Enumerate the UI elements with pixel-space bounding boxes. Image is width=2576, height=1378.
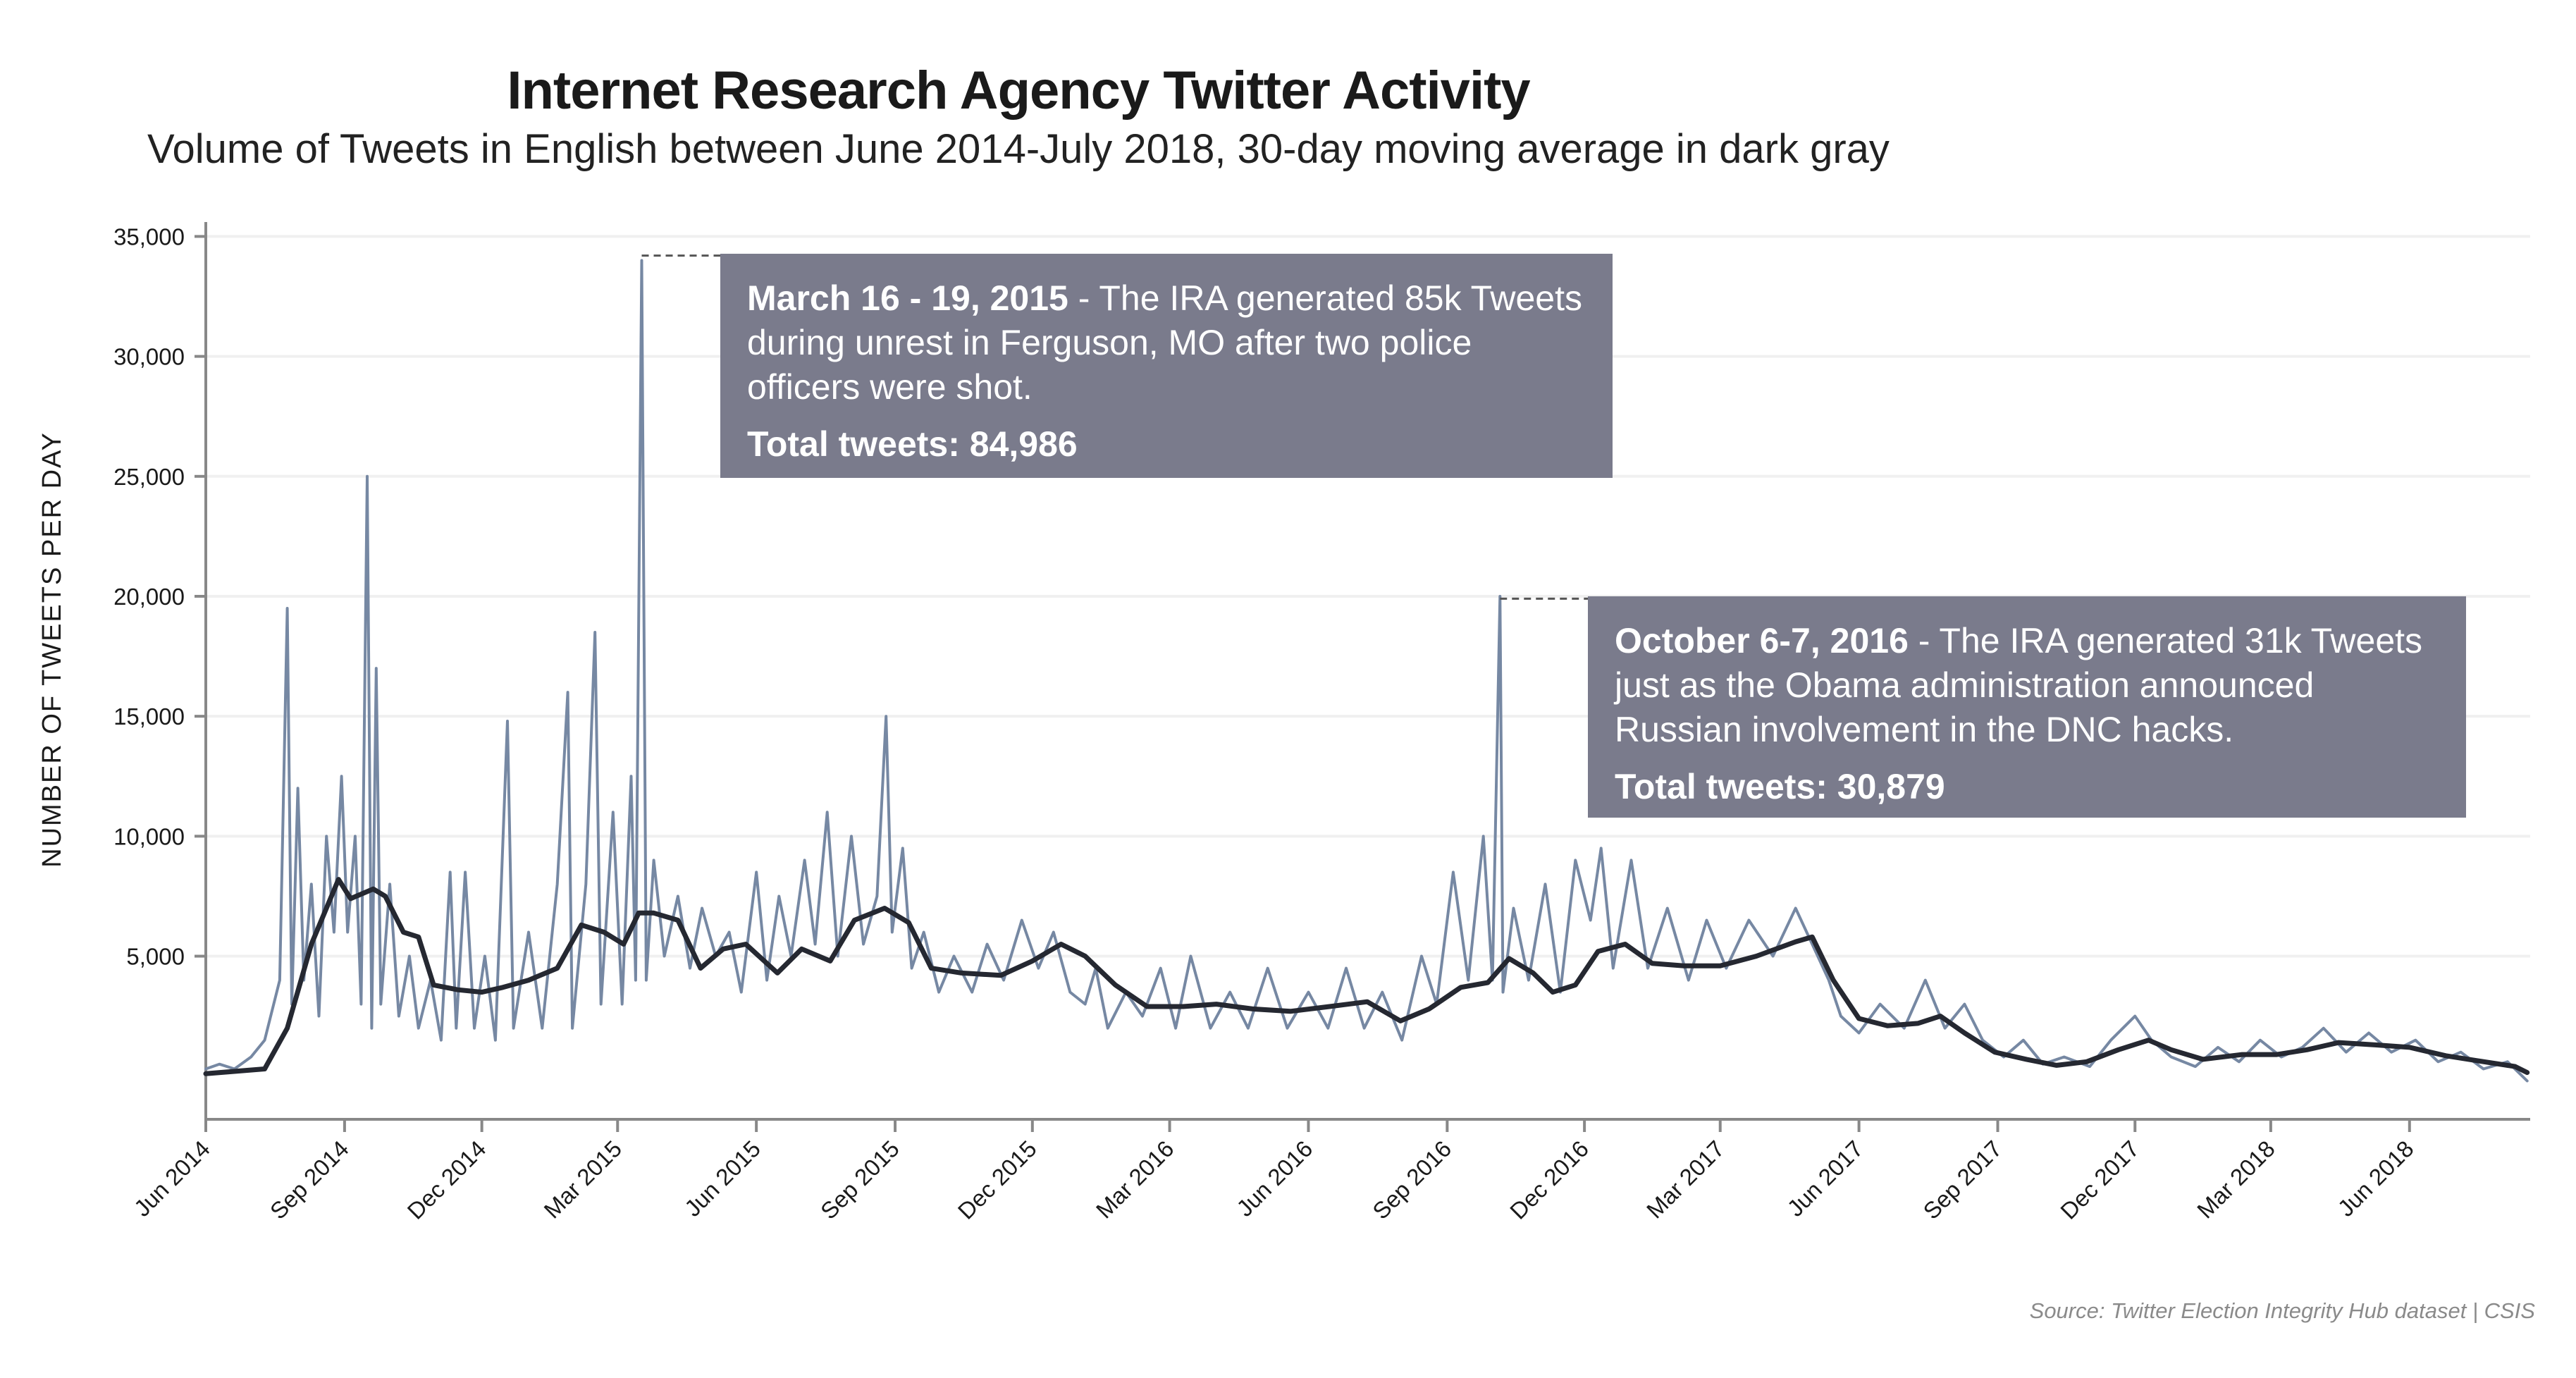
annotation-march-2015: March 16 - 19, 2015 - The IRA generated …: [720, 254, 1613, 478]
x-tick-label: Jun 2018: [2333, 1136, 2419, 1222]
y-tick-label: 20,000: [113, 584, 185, 610]
chart-subtitle: Volume of Tweets in English between June…: [147, 126, 1890, 172]
x-tick-label: Mar 2015: [538, 1136, 627, 1224]
x-tick-label: Mar 2017: [1641, 1136, 1730, 1224]
x-tick-label: Dec 2017: [2055, 1136, 2144, 1224]
annotation-total: Total tweets: 30,879: [1615, 767, 1945, 806]
axes: [195, 222, 2530, 1132]
x-tick-label: Jun 2015: [679, 1136, 765, 1222]
annotation-heading: October 6-7, 2016: [1615, 621, 1909, 660]
chart-title: Internet Research Agency Twitter Activit…: [507, 61, 1530, 121]
x-tick-label: Dec 2015: [953, 1136, 1042, 1224]
annotation-text: - The IRA generated 31k Tweets just as t…: [1615, 621, 2423, 749]
y-tick-label: 5,000: [126, 944, 185, 970]
annotation-total: Total tweets: 84,986: [747, 424, 1078, 464]
x-tick-label: Sep 2016: [1367, 1136, 1456, 1224]
x-tick-label: Mar 2018: [2192, 1136, 2280, 1224]
x-tick-label: Mar 2016: [1091, 1136, 1179, 1224]
y-tick-label: 25,000: [113, 464, 185, 490]
annotation-connectors: [641, 254, 1588, 600]
y-axis-title: NUMBER OF TWEETS PER DAY: [37, 431, 67, 868]
x-tick-label: Jun 2017: [1782, 1136, 1868, 1222]
source-note: Source: Twitter Election Integrity Hub d…: [2029, 1298, 2535, 1323]
x-tick-label: Dec 2014: [402, 1136, 491, 1224]
series-moving-average-line: [203, 877, 2530, 1076]
x-tick-label: Sep 2014: [265, 1136, 354, 1224]
y-tick-label: 10,000: [113, 823, 185, 849]
x-tick-label: Dec 2016: [1505, 1136, 1594, 1224]
annotation-heading: March 16 - 19, 2015: [747, 278, 1068, 318]
x-tick-label: Jun 2014: [129, 1136, 215, 1222]
series: [203, 259, 2530, 1083]
y-tick-label: 15,000: [113, 703, 185, 730]
annotation-october-2016: October 6-7, 2016 - The IRA generated 31…: [1588, 596, 2466, 818]
x-tick-label: Sep 2015: [815, 1136, 904, 1224]
y-tick-label: 35,000: [113, 223, 185, 250]
x-tick-label: Jun 2016: [1231, 1136, 1317, 1222]
y-tick-label: 30,000: [113, 344, 185, 370]
annotation-text: - The IRA generated 85k Tweets during un…: [747, 278, 1582, 407]
x-tick-label: Sep 2017: [1918, 1136, 2007, 1224]
